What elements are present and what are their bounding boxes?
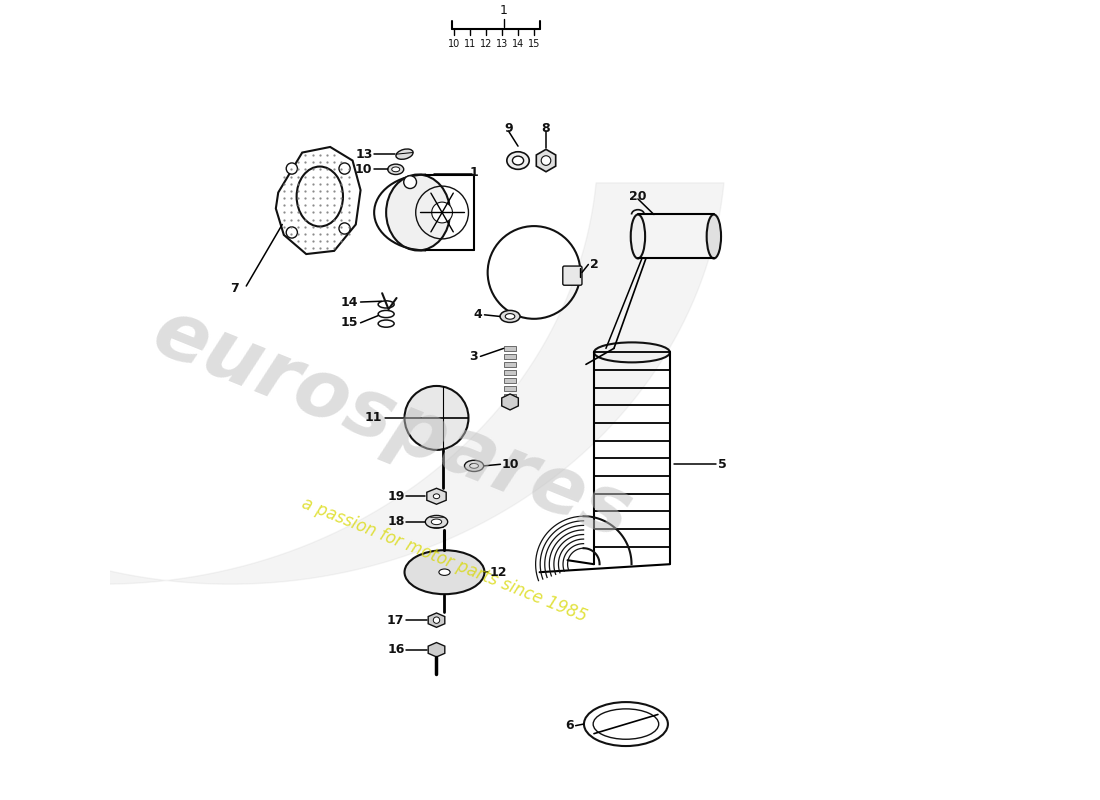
Text: 14: 14 (341, 295, 359, 309)
Text: 15: 15 (341, 316, 359, 330)
Text: 13: 13 (496, 39, 508, 49)
Text: 3: 3 (470, 350, 478, 363)
Text: 2: 2 (590, 258, 598, 271)
Text: 4: 4 (473, 308, 482, 322)
Ellipse shape (297, 166, 343, 226)
Ellipse shape (396, 149, 414, 159)
Ellipse shape (630, 214, 645, 258)
Ellipse shape (433, 494, 440, 498)
Circle shape (431, 202, 452, 223)
Ellipse shape (387, 164, 404, 174)
Ellipse shape (405, 550, 484, 594)
Text: 1: 1 (499, 4, 507, 17)
Ellipse shape (426, 515, 448, 528)
Circle shape (433, 617, 440, 623)
FancyBboxPatch shape (563, 266, 582, 286)
Text: 12: 12 (480, 39, 492, 49)
Ellipse shape (513, 156, 524, 165)
Polygon shape (504, 394, 516, 398)
Ellipse shape (505, 314, 515, 319)
Text: 14: 14 (512, 39, 525, 49)
Polygon shape (504, 354, 516, 358)
Polygon shape (504, 362, 516, 366)
Text: 10: 10 (502, 458, 519, 470)
Text: 11: 11 (464, 39, 476, 49)
Polygon shape (537, 150, 556, 172)
Polygon shape (504, 378, 516, 382)
Ellipse shape (431, 519, 442, 525)
Circle shape (541, 156, 551, 166)
Ellipse shape (500, 310, 520, 322)
Circle shape (286, 227, 297, 238)
Text: 13: 13 (355, 148, 373, 161)
Text: eurospares: eurospares (141, 293, 642, 556)
Text: a passion for motor parts since 1985: a passion for motor parts since 1985 (299, 494, 590, 626)
Text: 16: 16 (387, 643, 405, 656)
Text: 11: 11 (364, 411, 382, 425)
Ellipse shape (507, 152, 529, 170)
Circle shape (339, 223, 350, 234)
Text: 6: 6 (565, 719, 574, 732)
Text: 10: 10 (448, 39, 460, 49)
Ellipse shape (386, 174, 450, 250)
Circle shape (404, 176, 417, 189)
Polygon shape (428, 642, 444, 657)
Text: 5: 5 (718, 458, 727, 470)
Polygon shape (504, 386, 516, 390)
Polygon shape (504, 370, 516, 374)
Text: 20: 20 (629, 190, 647, 203)
Ellipse shape (594, 342, 670, 362)
Text: 18: 18 (387, 515, 405, 528)
Circle shape (405, 386, 469, 450)
Text: 1: 1 (470, 166, 478, 179)
Ellipse shape (470, 463, 478, 468)
Text: 7: 7 (230, 282, 239, 295)
Text: 17: 17 (387, 614, 405, 626)
Circle shape (339, 163, 350, 174)
Ellipse shape (464, 460, 484, 471)
Polygon shape (427, 488, 447, 504)
Text: 15: 15 (528, 39, 540, 49)
Circle shape (286, 163, 297, 174)
Ellipse shape (392, 167, 399, 172)
Polygon shape (504, 346, 516, 350)
Ellipse shape (706, 214, 722, 258)
Polygon shape (502, 394, 518, 410)
Ellipse shape (439, 569, 450, 575)
Text: 12: 12 (491, 566, 507, 578)
Text: 19: 19 (387, 490, 405, 502)
Polygon shape (428, 613, 444, 627)
Text: 10: 10 (355, 163, 373, 176)
Text: 8: 8 (541, 122, 550, 135)
Text: 9: 9 (504, 122, 513, 135)
